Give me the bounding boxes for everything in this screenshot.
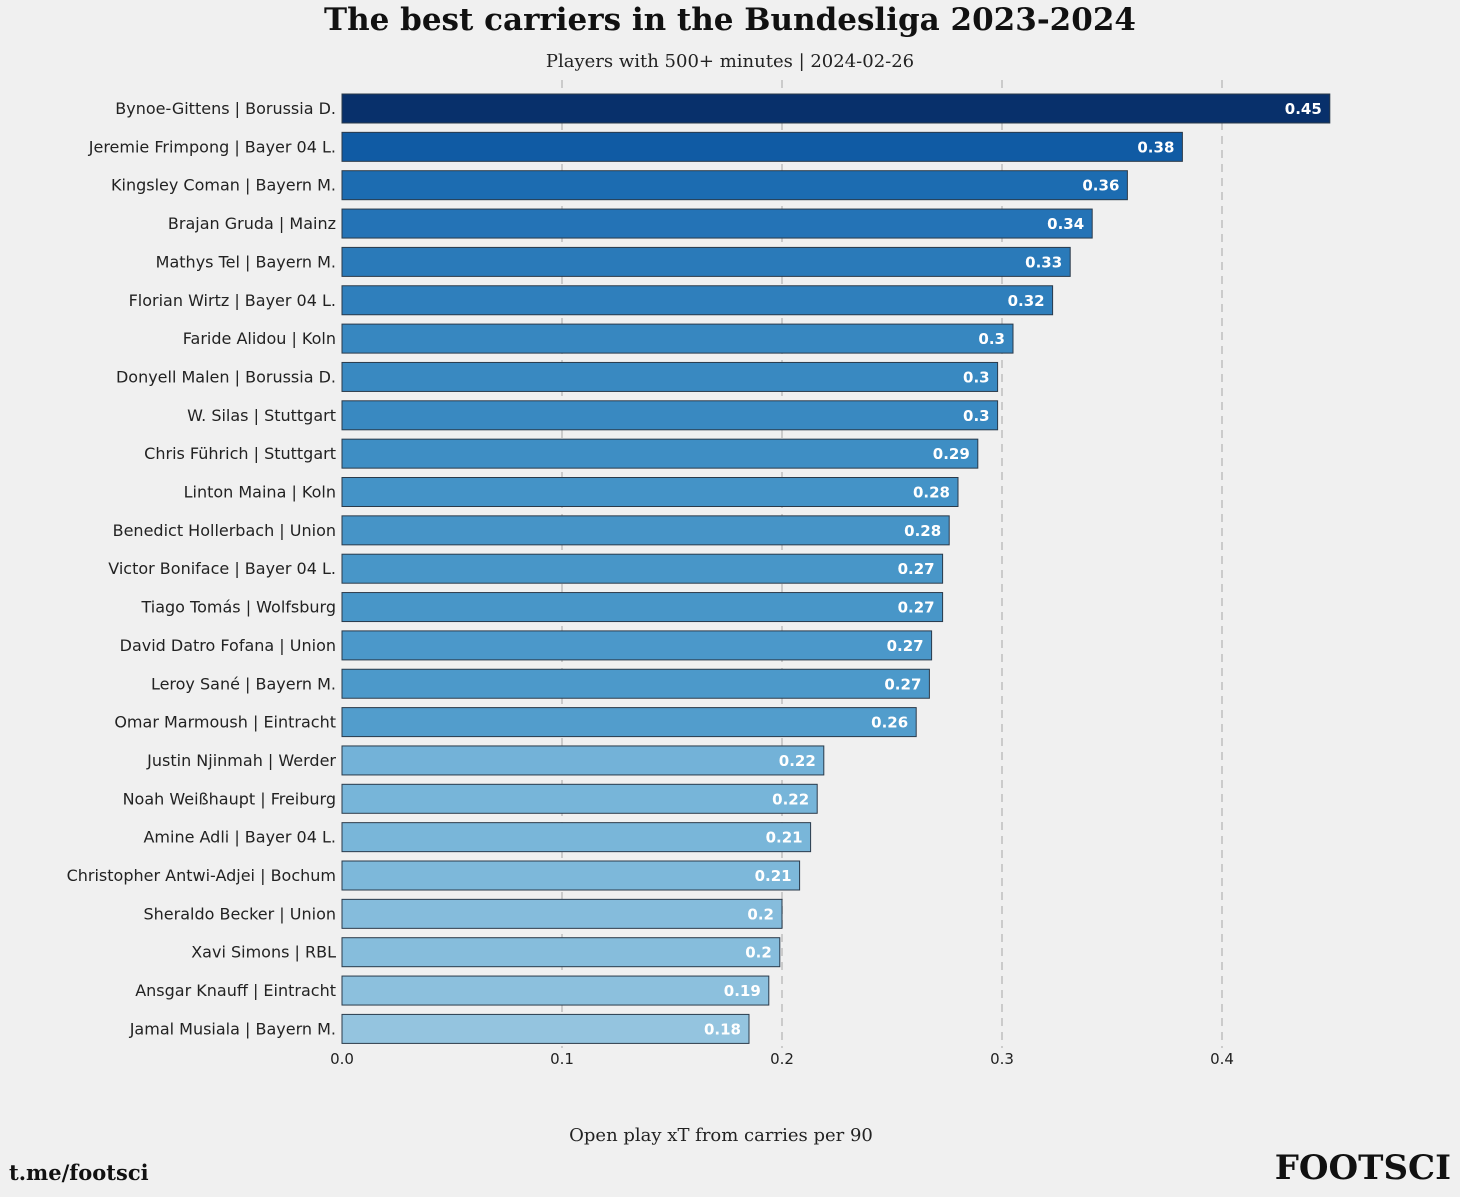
y-tick-label: Jeremie Frimpong | Bayer 04 L.: [88, 137, 336, 156]
data-label: 0.45: [1285, 100, 1322, 118]
data-label: 0.27: [887, 637, 924, 655]
data-label: 0.3: [978, 330, 1005, 348]
bar: [341, 246, 1071, 277]
y-tick-label: Justin Njinmah | Werder: [146, 751, 336, 770]
data-label: 0.32: [1008, 292, 1045, 310]
bar: [341, 592, 944, 623]
data-label: 0.3: [963, 368, 990, 386]
y-tick-label: Brajan Gruda | Mainz: [168, 214, 336, 233]
y-tick-label: Christopher Antwi-Adjei | Bochum: [67, 866, 336, 885]
data-label: 0.27: [898, 599, 935, 617]
y-tick-label: Noah Weißhaupt | Freiburg: [123, 789, 336, 808]
y-tick-label: Donyell Malen | Borussia D.: [116, 367, 336, 386]
y-tick-label: David Datro Fofana | Union: [120, 636, 336, 655]
bar: [341, 93, 1331, 124]
bar: [341, 208, 1093, 239]
y-tick-label: Bynoe-Gittens | Borussia D.: [115, 99, 336, 118]
y-tick-label: Florian Wirtz | Bayer 04 L.: [129, 291, 336, 310]
data-label: 0.18: [704, 1020, 741, 1038]
y-tick-label: Jamal Musiala | Bayern M.: [129, 1019, 336, 1038]
bar: [341, 361, 999, 392]
x-tick-label: 0.3: [990, 1050, 1014, 1068]
y-tick-label: W. Silas | Stuttgart: [187, 406, 336, 425]
x-tick-label: 0.4: [1210, 1050, 1234, 1068]
bar: [341, 438, 979, 469]
y-tick-label: Linton Maina | Koln: [184, 483, 336, 502]
y-tick-label: Xavi Simons | RBL: [191, 943, 336, 962]
data-label: 0.36: [1082, 177, 1119, 195]
bar: [341, 937, 781, 968]
bar: [341, 285, 1054, 316]
data-label: 0.22: [779, 752, 816, 770]
data-label: 0.22: [772, 790, 809, 808]
data-label: 0.38: [1137, 138, 1174, 156]
x-axis-label: Open play xT from carries per 90: [569, 1125, 873, 1146]
data-label: 0.21: [766, 829, 803, 847]
bar: [341, 170, 1128, 201]
x-tick-label: 0.0: [330, 1050, 354, 1068]
bar: [341, 630, 933, 661]
y-tick-label: Chris Führich | Stuttgart: [144, 444, 336, 463]
y-tick-label: Kingsley Coman | Bayern M.: [111, 176, 336, 195]
y-tick-label: Victor Boniface | Bayer 04 L.: [108, 559, 336, 578]
bar: [341, 898, 783, 929]
data-label: 0.29: [933, 445, 970, 463]
chart-title: The best carriers in the Bundesliga 2023…: [324, 2, 1136, 38]
bar: [341, 1013, 750, 1044]
bar: [341, 131, 1183, 162]
bar: [341, 783, 818, 814]
footer-brand: FOOTSCI: [1274, 1148, 1451, 1188]
y-tick-label: Ansgar Knauff | Eintracht: [135, 981, 336, 1000]
y-tick-label: Faride Alidou | Koln: [183, 329, 336, 348]
x-tick-label: 0.1: [550, 1050, 574, 1068]
y-tick-label: Leroy Sané | Bayern M.: [151, 674, 336, 693]
data-label: 0.33: [1025, 253, 1062, 271]
bar: [341, 860, 801, 891]
bar: [341, 745, 825, 776]
data-label: 0.21: [755, 867, 792, 885]
data-label: 0.34: [1047, 215, 1084, 233]
y-tick-label: Mathys Tel | Bayern M.: [156, 252, 336, 271]
x-tick-labels: 0.0 0.1 0.2 0.3 0.4: [330, 1050, 1234, 1068]
bar: [341, 707, 917, 738]
y-tick-label: Omar Marmoush | Eintracht: [114, 713, 336, 732]
data-label: 0.27: [898, 560, 935, 578]
bar: [341, 515, 950, 546]
footer-link: t.me/footsci: [9, 1160, 149, 1185]
bar: [341, 822, 812, 853]
y-tick-label: Tiago Tomás | Wolfsburg: [140, 598, 336, 617]
bar: [341, 477, 959, 507]
data-label: 0.26: [871, 714, 908, 732]
data-label: 0.28: [913, 484, 950, 502]
data-label: 0.19: [724, 982, 761, 1000]
y-tick-label: Benedict Hollerbach | Union: [113, 521, 336, 540]
bar: [341, 668, 930, 699]
bar: [341, 323, 1014, 354]
data-label: 0.2: [745, 944, 772, 962]
chart-subtitle: Players with 500+ minutes | 2024-02-26: [545, 51, 915, 72]
x-tick-label: 0.2: [770, 1050, 794, 1068]
y-tick-label: Amine Adli | Bayer 04 L.: [143, 828, 336, 847]
data-label: 0.28: [904, 522, 941, 540]
bars: 0.45 0.38 0.36 0.34 0.33 0.32 0.3 0.3 0.3 0.29 0.2…: [341, 93, 1331, 1044]
bar: [341, 975, 770, 1006]
bar: [341, 400, 999, 431]
data-label: 0.3: [963, 407, 990, 425]
y-tick-label: Sheraldo Becker | Union: [143, 904, 336, 923]
bar: [341, 553, 944, 584]
data-label: 0.27: [884, 675, 921, 693]
data-label: 0.2: [747, 905, 774, 923]
y-tick-labels: Bynoe-Gittens | Borussia D. Jeremie Frimp…: [67, 99, 337, 1038]
